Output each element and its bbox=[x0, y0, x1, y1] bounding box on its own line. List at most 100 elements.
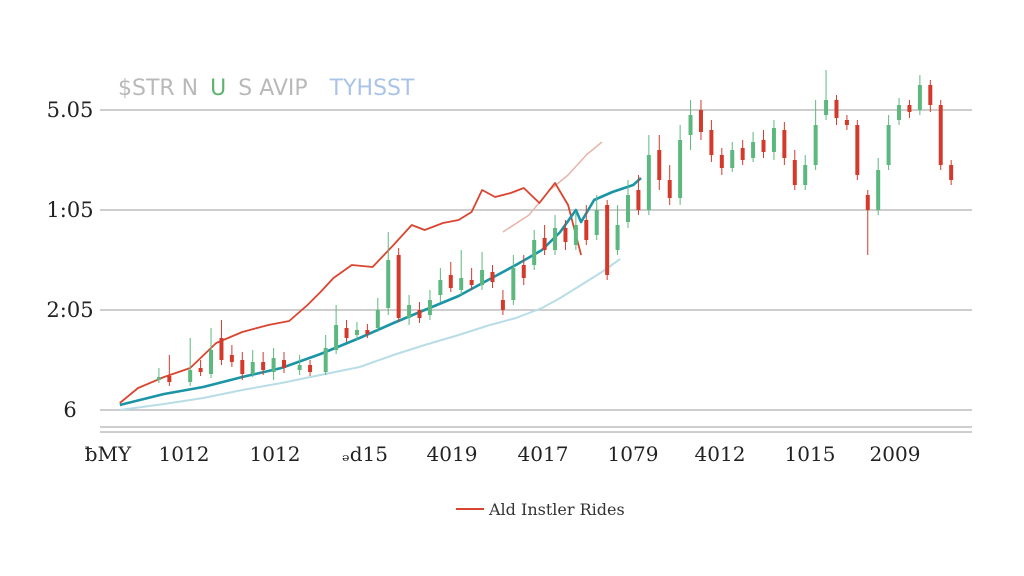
candle bbox=[907, 100, 912, 118]
candle bbox=[855, 120, 860, 180]
x-tick-label: ƀMY bbox=[85, 442, 132, 466]
candle bbox=[198, 360, 203, 376]
candle-body bbox=[636, 190, 641, 210]
candle-body bbox=[188, 370, 193, 382]
candle-body bbox=[334, 325, 339, 350]
candle bbox=[240, 352, 245, 380]
candle-body bbox=[803, 165, 808, 185]
title-part: S AVIP bbox=[238, 76, 307, 101]
candle bbox=[949, 160, 954, 185]
candle bbox=[407, 295, 412, 325]
x-tick-label: 4012 bbox=[695, 442, 746, 466]
candle bbox=[500, 290, 505, 315]
candle-body bbox=[897, 105, 902, 120]
candle bbox=[636, 175, 641, 215]
candle bbox=[344, 320, 349, 342]
candle bbox=[396, 248, 401, 322]
candle-body bbox=[678, 140, 683, 198]
candle bbox=[876, 158, 881, 215]
candle bbox=[490, 265, 495, 288]
x-tick-label: 1012 bbox=[250, 442, 301, 466]
candle-body bbox=[907, 105, 912, 112]
candle-body bbox=[271, 358, 276, 372]
series-line-red bbox=[119, 182, 582, 404]
x-tick-label: 2009 bbox=[870, 442, 921, 466]
x-tick-label: 1012 bbox=[159, 442, 210, 466]
candle bbox=[782, 122, 787, 165]
candle-body bbox=[417, 310, 422, 318]
candle-body bbox=[615, 225, 620, 250]
candle-body bbox=[719, 155, 724, 168]
candle bbox=[480, 252, 485, 290]
candle-body bbox=[323, 348, 328, 372]
candle-body bbox=[730, 150, 735, 168]
legend-label: Ald Instler Rides bbox=[488, 500, 625, 519]
candle bbox=[323, 335, 328, 375]
candle-body bbox=[375, 310, 380, 328]
candle bbox=[417, 302, 422, 323]
candle-body bbox=[500, 300, 505, 310]
y-tick-labels: 5.05 1:05 2:05 6 bbox=[46, 98, 93, 422]
candle-body bbox=[396, 255, 401, 318]
candle-body bbox=[751, 142, 756, 158]
candle bbox=[354, 322, 359, 340]
candle-body bbox=[782, 130, 787, 158]
series-line-pink bbox=[502, 141, 603, 233]
candle bbox=[427, 290, 432, 320]
candle-body bbox=[438, 280, 443, 295]
x-tick-label: 4017 bbox=[518, 442, 569, 466]
candle-body bbox=[865, 195, 870, 210]
candle-body bbox=[698, 110, 703, 132]
y-tick-label: 5.05 bbox=[47, 98, 94, 122]
candle bbox=[917, 75, 922, 115]
candle-body bbox=[354, 330, 359, 335]
candle-body bbox=[626, 195, 630, 222]
candle bbox=[897, 98, 902, 125]
candle-body bbox=[511, 268, 516, 300]
candle-body bbox=[688, 115, 693, 135]
candle-body bbox=[553, 228, 558, 250]
candle-body bbox=[308, 365, 313, 372]
candle-body bbox=[156, 377, 161, 380]
title-part: U bbox=[210, 76, 226, 101]
candle bbox=[167, 355, 172, 386]
candle bbox=[448, 262, 453, 292]
candle bbox=[824, 70, 829, 120]
candle-body bbox=[542, 238, 547, 250]
candle bbox=[667, 165, 672, 205]
candle-body bbox=[407, 305, 412, 318]
candle bbox=[730, 142, 735, 172]
candle-body bbox=[167, 376, 172, 382]
y-tick-label: 6 bbox=[63, 398, 76, 422]
candle bbox=[271, 348, 276, 380]
candle bbox=[928, 80, 933, 112]
candle-body bbox=[448, 275, 453, 288]
candle bbox=[532, 230, 537, 270]
candle bbox=[542, 225, 547, 255]
series-line-light bbox=[119, 258, 621, 411]
candle-body bbox=[646, 155, 651, 210]
title-part: $STR N bbox=[118, 76, 198, 101]
x-tick-labels: ƀMY 1012 1012 ₔd15 4019 4017 1079 4012 1015 2009 bbox=[85, 442, 921, 466]
candle-body bbox=[480, 270, 485, 285]
candle bbox=[771, 120, 776, 160]
candle-body bbox=[855, 125, 860, 175]
candle bbox=[375, 298, 380, 332]
candle bbox=[803, 155, 808, 190]
candle-body bbox=[844, 120, 849, 125]
candle-body bbox=[198, 368, 203, 372]
candle bbox=[584, 205, 589, 245]
candle-body bbox=[344, 328, 349, 338]
candle-body bbox=[667, 180, 672, 198]
title-part: TYHSST bbox=[329, 76, 415, 101]
candle bbox=[709, 120, 714, 162]
candle bbox=[646, 135, 651, 215]
candle-body bbox=[469, 280, 474, 285]
candle bbox=[297, 355, 302, 375]
chart-title: $STR N U S AVIP TYHSST bbox=[118, 76, 415, 101]
candle-body bbox=[490, 272, 495, 282]
candle bbox=[209, 328, 214, 378]
x-tick-label: 4019 bbox=[427, 442, 478, 466]
candle bbox=[219, 320, 224, 365]
